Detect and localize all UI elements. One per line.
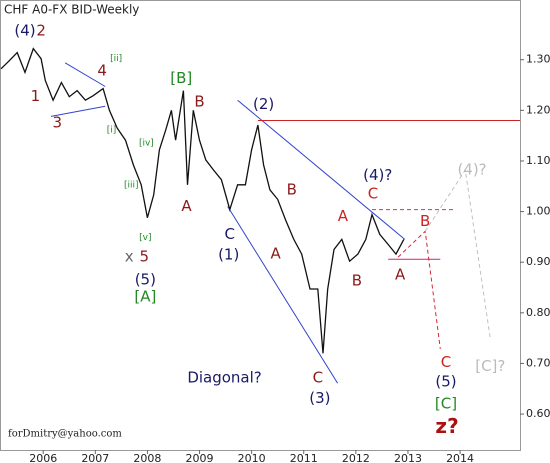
wave-label: (2) bbox=[253, 95, 274, 113]
y-tick-label: 1.00 bbox=[526, 205, 550, 218]
y-tick-label: 1.10 bbox=[526, 154, 550, 167]
wave-label: (4)? bbox=[363, 166, 392, 184]
trend-line bbox=[64, 62, 106, 87]
y-tick-label: 0.800 bbox=[526, 306, 550, 319]
wave-label: 3 bbox=[53, 113, 63, 131]
wave-label: B bbox=[194, 93, 204, 111]
wave-label: (5) bbox=[135, 270, 156, 288]
wave-label: B bbox=[287, 180, 297, 198]
wave-label: [iv] bbox=[139, 139, 154, 149]
chart-title: CHF A0-FX BID-Weekly bbox=[4, 3, 139, 17]
y-tick-label: 1.20 bbox=[526, 103, 550, 116]
price-line bbox=[0, 47, 405, 354]
wave-label: [v] bbox=[139, 233, 151, 243]
wave-label: 2 bbox=[36, 21, 46, 39]
wave-label: [A] bbox=[134, 288, 156, 306]
x-tick-label: 2013 bbox=[394, 452, 422, 463]
wave-label: B bbox=[352, 271, 362, 289]
wave-label: A bbox=[270, 245, 281, 263]
wave-label: 5 bbox=[140, 248, 150, 266]
wave-label: (5) bbox=[435, 373, 456, 391]
wave-label: Diagonal? bbox=[187, 369, 261, 387]
y-tick-label: 0.600 bbox=[526, 407, 550, 420]
wave-label: 1 bbox=[31, 87, 41, 105]
trend-line bbox=[237, 99, 406, 240]
wave-label: C bbox=[313, 369, 323, 387]
x-tick-label: 2011 bbox=[290, 452, 318, 463]
y-tick-label: 0.700 bbox=[526, 356, 550, 369]
wave-label: [ii] bbox=[110, 54, 122, 64]
wave-label: [i] bbox=[107, 126, 117, 136]
y-tick-label: 0.900 bbox=[526, 255, 550, 268]
wave-label: [C] bbox=[435, 394, 457, 412]
x-tick-label: 2006 bbox=[29, 452, 57, 463]
wave-label: [iii] bbox=[124, 180, 139, 190]
x-tick-label: 2008 bbox=[133, 452, 161, 463]
wave-label: C bbox=[368, 184, 378, 202]
wave-label: x bbox=[125, 248, 134, 266]
trend-line bbox=[424, 168, 491, 339]
wave-label: (4) bbox=[14, 21, 35, 39]
wave-label: A bbox=[338, 207, 349, 225]
wave-label: (3) bbox=[309, 389, 330, 407]
wave-label: B bbox=[420, 212, 430, 230]
x-tick-label: 2009 bbox=[186, 452, 214, 463]
wave-label: (1) bbox=[218, 246, 239, 264]
x-tick-label: 2014 bbox=[446, 452, 474, 463]
wave-label: z? bbox=[435, 414, 458, 438]
x-tick-label: 2010 bbox=[238, 452, 266, 463]
wave-label: [C]? bbox=[475, 357, 505, 375]
wave-label: C bbox=[441, 353, 451, 371]
trend-line bbox=[50, 105, 106, 117]
x-tick-label: 2012 bbox=[342, 452, 370, 463]
wave-label: 4 bbox=[97, 61, 107, 79]
x-tick-label: 2007 bbox=[81, 452, 109, 463]
footer: forDmitry@yahoo.com bbox=[8, 429, 122, 440]
wave-label: [B] bbox=[170, 69, 192, 87]
y-tick-label: 1.30 bbox=[526, 53, 550, 66]
wave-label: A bbox=[181, 197, 192, 215]
wave-label: C bbox=[225, 225, 235, 243]
trend-line bbox=[227, 206, 339, 384]
wave-label: (4)? bbox=[457, 161, 486, 179]
wave-label: A bbox=[395, 265, 406, 283]
